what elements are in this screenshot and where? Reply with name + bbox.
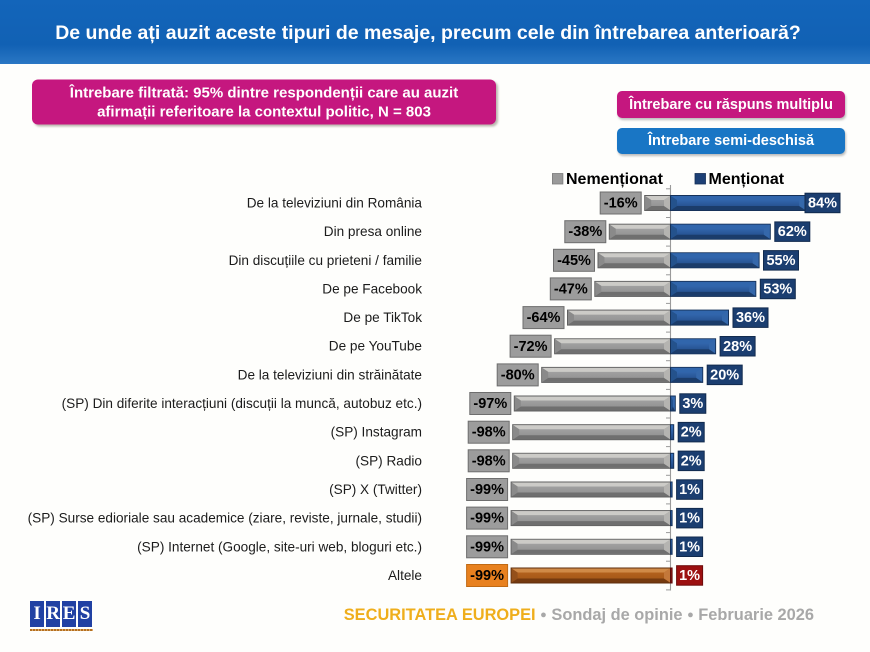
svg-text:-47%: -47% xyxy=(554,281,588,297)
svg-text:1%: 1% xyxy=(679,482,700,498)
svg-text:-99%: -99% xyxy=(470,511,504,527)
svg-text:-98%: -98% xyxy=(472,425,506,441)
svg-text:De pe YouTube: De pe YouTube xyxy=(329,339,422,354)
svg-text:-97%: -97% xyxy=(473,396,507,412)
svg-text:28%: 28% xyxy=(723,339,752,355)
svg-text:84%: 84% xyxy=(808,196,837,212)
svg-text:De pe TikTok: De pe TikTok xyxy=(343,310,422,325)
svg-text:Din presa online: Din presa online xyxy=(324,224,422,239)
svg-text:(SP) Surse edioriale sau acade: (SP) Surse edioriale sau academice (ziar… xyxy=(28,511,422,526)
svg-text:(SP) Internet (Google, site-ur: (SP) Internet (Google, site-uri web, blo… xyxy=(137,539,422,554)
svg-text:-99%: -99% xyxy=(470,568,504,584)
svg-text:Altele: Altele xyxy=(388,568,422,583)
svg-text:2%: 2% xyxy=(681,453,702,469)
svg-text:Din discuțiile cu prieteni / f: Din discuțiile cu prieteni / familie xyxy=(229,253,422,268)
svg-text:(SP) Radio: (SP) Radio xyxy=(356,453,422,468)
svg-text:(SP) X (Twitter): (SP) X (Twitter) xyxy=(329,482,422,497)
svg-text:(SP) Instagram: (SP) Instagram xyxy=(331,425,422,440)
svg-text:De la televiziuni din România: De la televiziuni din România xyxy=(247,196,423,211)
svg-text:-98%: -98% xyxy=(472,453,506,469)
svg-text:Nemenționat: Nemenționat xyxy=(566,171,664,188)
svg-text:-45%: -45% xyxy=(557,253,591,269)
svg-text:2%: 2% xyxy=(681,425,702,441)
svg-text:36%: 36% xyxy=(736,310,765,326)
svg-text:-64%: -64% xyxy=(527,310,561,326)
svg-text:1%: 1% xyxy=(679,511,700,527)
svg-text:62%: 62% xyxy=(778,224,807,240)
svg-text:1%: 1% xyxy=(679,539,700,555)
svg-text:20%: 20% xyxy=(710,367,739,383)
svg-text:53%: 53% xyxy=(763,281,792,297)
svg-text:-99%: -99% xyxy=(470,539,504,555)
svg-text:(SP) Din diferite interacțiuni: (SP) Din diferite interacțiuni (discuții… xyxy=(62,396,422,411)
svg-text:-72%: -72% xyxy=(514,339,548,355)
svg-text:55%: 55% xyxy=(766,253,795,269)
svg-text:-80%: -80% xyxy=(501,367,535,383)
svg-text:-99%: -99% xyxy=(470,482,504,498)
svg-text:De pe Facebook: De pe Facebook xyxy=(322,281,422,296)
svg-text:Menționat: Menționat xyxy=(709,171,785,188)
svg-text:1%: 1% xyxy=(679,568,700,584)
svg-text:De la televiziuni din străinăt: De la televiziuni din străinătate xyxy=(238,367,422,382)
svg-text:3%: 3% xyxy=(682,396,703,412)
svg-text:-16%: -16% xyxy=(604,196,638,212)
svg-text:-38%: -38% xyxy=(568,224,602,240)
